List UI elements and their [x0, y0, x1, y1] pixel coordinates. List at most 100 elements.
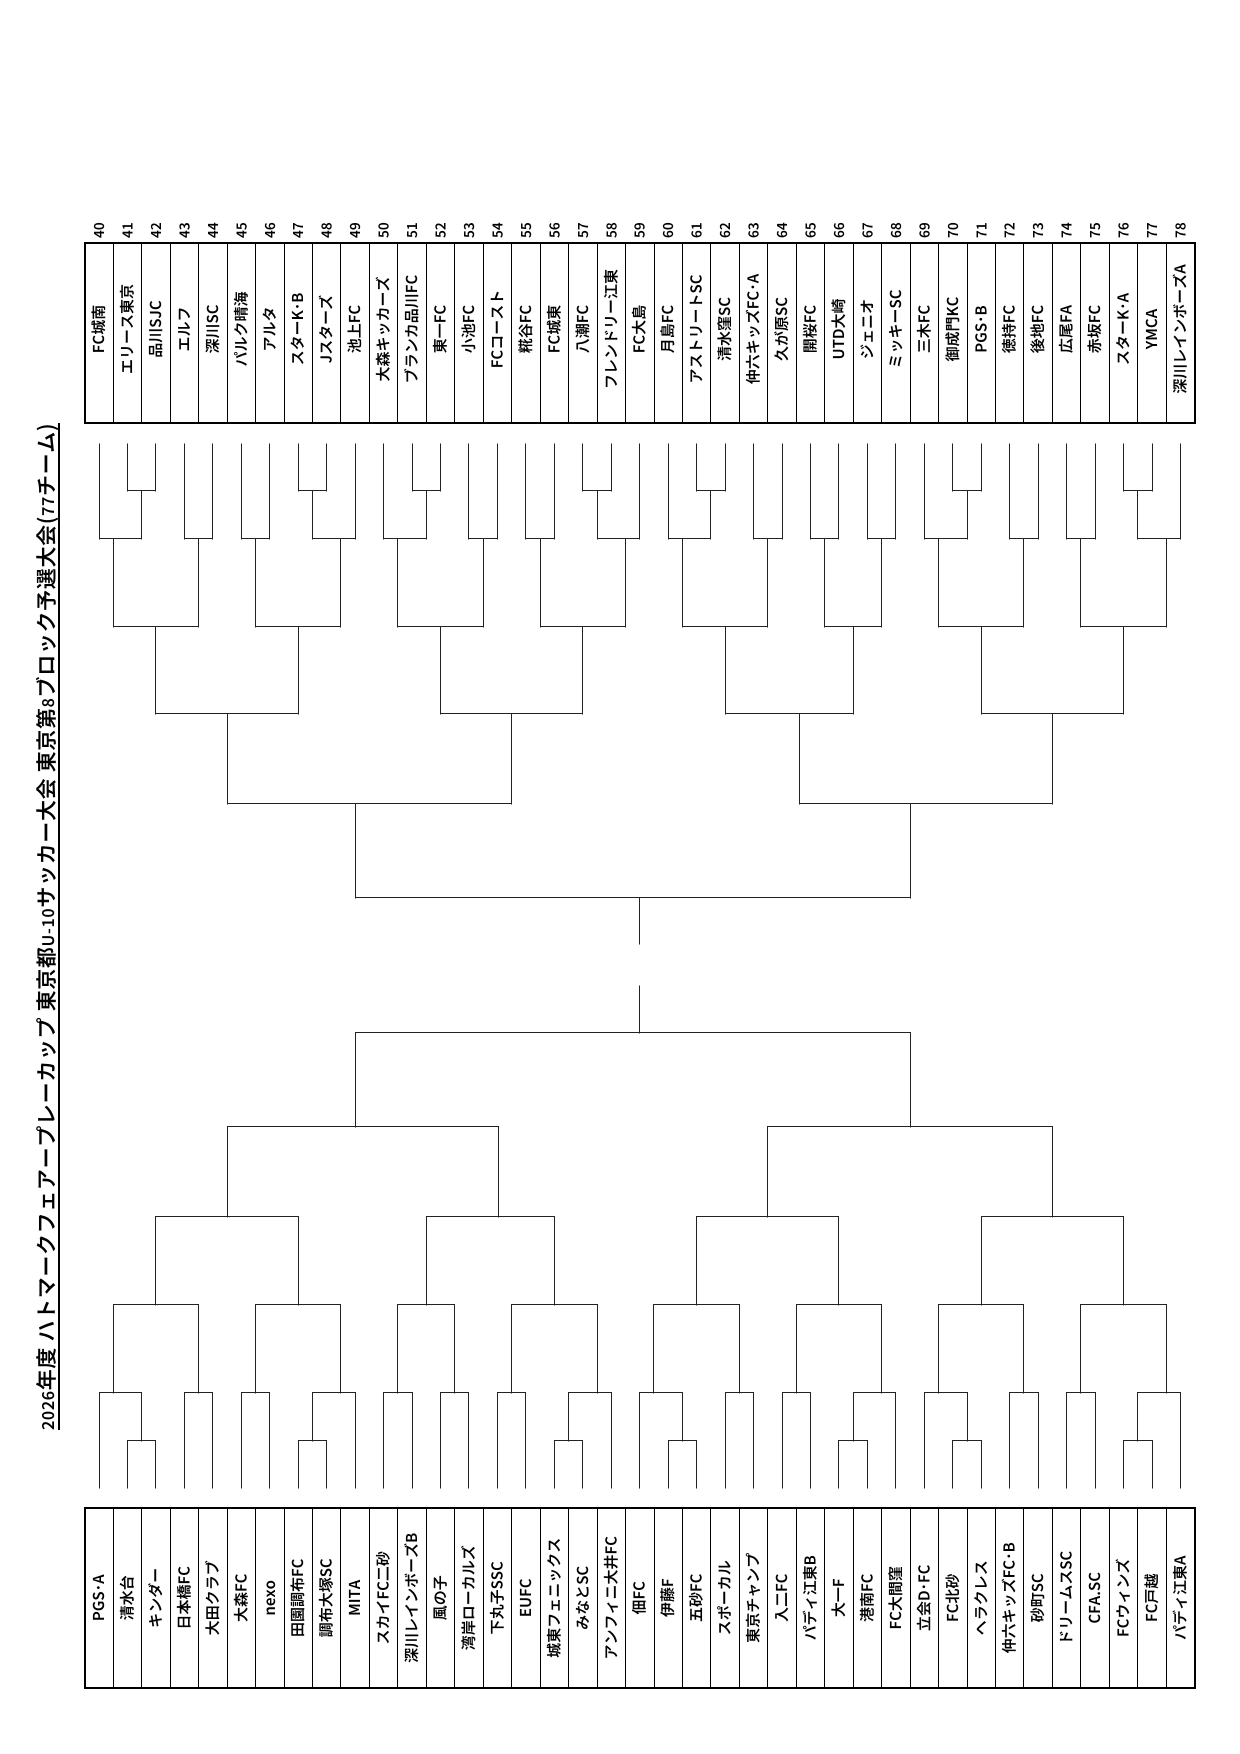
svg-text:大田クラブ: 大田クラブ — [202, 1560, 223, 1635]
svg-text:67: 67 — [856, 222, 876, 238]
svg-text:66: 66 — [828, 222, 848, 238]
svg-text:60: 60 — [657, 222, 677, 238]
svg-text:UTD大崎: UTD大崎 — [828, 299, 849, 360]
svg-text:城東フェニックス: 城東フェニックス — [543, 1538, 564, 1658]
svg-text:深川レインボーズB: 深川レインボーズB — [401, 1533, 422, 1663]
svg-text:パディ江東B: パディ江東B — [800, 1555, 821, 1640]
svg-text:深川レインボーズA: 深川レインボーズA — [1170, 264, 1191, 394]
svg-text:伊藤F: 伊藤F — [657, 1578, 678, 1617]
svg-text:PGS･A: PGS･A — [88, 1574, 109, 1621]
svg-text:45: 45 — [230, 222, 250, 238]
svg-text:糀谷FC: 糀谷FC — [515, 305, 536, 354]
svg-text:63: 63 — [743, 222, 763, 238]
svg-text:大森キッカーズ: 大森キッカーズ — [373, 276, 394, 381]
svg-text:御成門KC: 御成門KC — [942, 296, 963, 361]
svg-text:56: 56 — [543, 222, 563, 238]
svg-text:清水窪SC: 清水窪SC — [714, 297, 735, 361]
svg-text:八潮FC: 八潮FC — [572, 305, 593, 354]
svg-text:入二FC: 入二FC — [771, 1573, 792, 1622]
svg-text:48: 48 — [316, 222, 336, 238]
svg-text:深川SC: 深川SC — [202, 304, 223, 353]
svg-text:徳持FC: 徳持FC — [999, 305, 1020, 354]
svg-text:62: 62 — [714, 222, 734, 238]
svg-text:フレンドリー江東: フレンドリー江東 — [600, 269, 621, 389]
svg-text:アルタ: アルタ — [259, 306, 280, 351]
svg-text:東一FC: 東一FC — [430, 305, 451, 354]
svg-text:久が原SC: 久が原SC — [771, 297, 792, 361]
svg-text:70: 70 — [942, 222, 962, 238]
svg-text:43: 43 — [173, 222, 193, 238]
svg-text:砂町SC: 砂町SC — [1027, 1573, 1048, 1622]
svg-text:74: 74 — [1056, 222, 1076, 238]
svg-text:品川SJC: 品川SJC — [145, 300, 166, 358]
svg-text:ヘラクレス: ヘラクレス — [970, 1560, 991, 1635]
svg-text:下丸子SSC: 下丸子SSC — [486, 1561, 507, 1634]
svg-text:42: 42 — [145, 222, 165, 238]
svg-text:PGS･B: PGS･B — [970, 305, 991, 352]
svg-text:44: 44 — [202, 222, 222, 238]
svg-text:ミッキーSC: ミッキーSC — [885, 289, 906, 368]
svg-text:FCコースト: FCコースト — [486, 290, 507, 368]
svg-text:41: 41 — [117, 222, 137, 238]
svg-text:55: 55 — [515, 222, 535, 238]
svg-text:52: 52 — [430, 222, 450, 238]
svg-text:アストリートSC: アストリートSC — [686, 274, 707, 383]
svg-text:日本橋FC: 日本橋FC — [173, 1566, 194, 1630]
svg-text:49: 49 — [344, 222, 364, 238]
svg-text:58: 58 — [600, 222, 620, 238]
svg-text:風の子: 風の子 — [430, 1575, 451, 1620]
svg-text:72: 72 — [999, 222, 1019, 238]
svg-text:仲六キッズFC･A: 仲六キッズFC･A — [743, 273, 764, 384]
svg-text:ドリームスSC: ドリームスSC — [1056, 1551, 1077, 1645]
svg-text:FC戸越: FC戸越 — [1141, 1574, 1162, 1622]
svg-text:64: 64 — [771, 222, 791, 238]
svg-text:仲六キッズFC･B: 仲六キッズFC･B — [999, 1542, 1020, 1653]
svg-text:広尾FA: 広尾FA — [1056, 304, 1077, 353]
svg-text:スターK･A: スターK･A — [1113, 292, 1134, 365]
svg-text:68: 68 — [885, 222, 905, 238]
svg-text:調布大塚SC: 調布大塚SC — [316, 1558, 337, 1637]
svg-text:54: 54 — [486, 222, 506, 238]
svg-text:みなとSC: みなとSC — [572, 1566, 593, 1630]
svg-text:佃FC: 佃FC — [629, 1581, 650, 1615]
svg-text:小池FC: 小池FC — [458, 305, 479, 354]
svg-text:47: 47 — [287, 222, 307, 238]
svg-text:51: 51 — [401, 222, 421, 238]
svg-text:大一F: 大一F — [828, 1578, 849, 1617]
svg-text:EUFC: EUFC — [515, 1578, 536, 1617]
svg-text:57: 57 — [572, 222, 592, 238]
svg-text:59: 59 — [629, 222, 649, 238]
svg-text:40: 40 — [88, 222, 108, 238]
svg-text:FCウィンズ: FCウィンズ — [1113, 1559, 1134, 1637]
svg-text:73: 73 — [1027, 222, 1047, 238]
svg-text:50: 50 — [373, 222, 393, 238]
svg-text:FC大間窪: FC大間窪 — [885, 1566, 906, 1629]
svg-text:スカイFC二砂: スカイFC二砂 — [373, 1551, 394, 1644]
svg-text:アンフィニ大井FC: アンフィニ大井FC — [600, 1536, 621, 1660]
svg-text:FC城南: FC城南 — [88, 305, 109, 353]
svg-text:FC北砂: FC北砂 — [942, 1574, 963, 1622]
svg-text:75: 75 — [1084, 222, 1104, 238]
svg-text:キンダー: キンダー — [145, 1568, 166, 1628]
svg-text:78: 78 — [1170, 222, 1190, 238]
svg-text:ジェニオ: ジェニオ — [856, 299, 877, 359]
svg-text:パディ江東A: パディ江東A — [1170, 1555, 1191, 1640]
svg-text:港南FC: 港南FC — [856, 1573, 877, 1622]
svg-text:ブランカ品川FC: ブランカ品川FC — [401, 275, 422, 384]
svg-text:後地FC: 後地FC — [1027, 305, 1048, 354]
svg-text:MITA: MITA — [344, 1579, 365, 1616]
svg-text:65: 65 — [800, 222, 820, 238]
svg-text:YMCA: YMCA — [1141, 308, 1162, 350]
svg-text:71: 71 — [970, 222, 990, 238]
svg-text:Jスターズ: Jスターズ — [316, 295, 337, 363]
svg-text:パルク晴海: パルク晴海 — [230, 291, 251, 366]
svg-text:田園調布FC: 田園調布FC — [287, 1558, 308, 1637]
svg-text:FC大島: FC大島 — [629, 305, 650, 353]
svg-text:エルフ: エルフ — [173, 306, 194, 351]
svg-text:立会D･FC: 立会D･FC — [913, 1564, 934, 1631]
svg-text:61: 61 — [686, 222, 706, 238]
svg-text:76: 76 — [1113, 222, 1133, 238]
svg-text:CFA.SC: CFA.SC — [1084, 1572, 1105, 1624]
svg-text:大森FC: 大森FC — [230, 1573, 251, 1622]
svg-text:湾岸ローカルズ: 湾岸ローカルズ — [458, 1545, 479, 1650]
